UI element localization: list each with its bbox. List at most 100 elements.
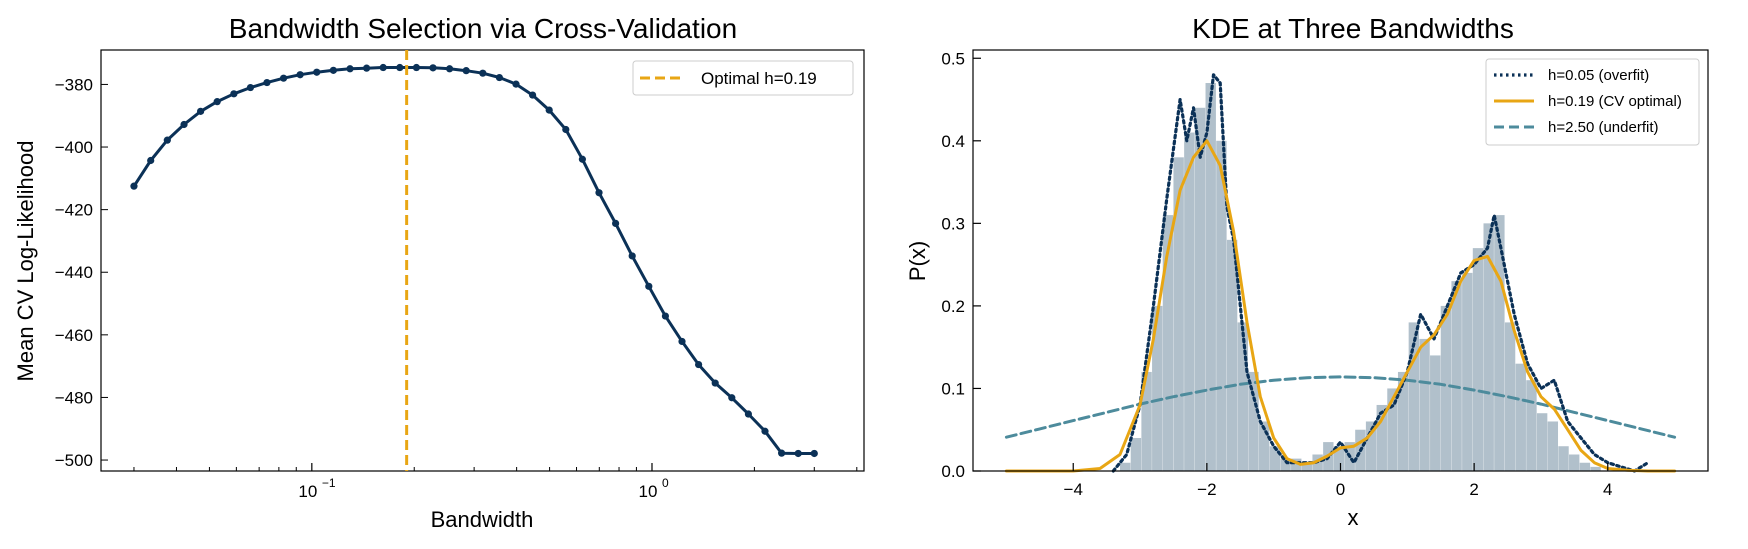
cv-point xyxy=(678,337,686,346)
kde-legend-box xyxy=(1485,58,1700,146)
cv-point xyxy=(761,427,769,435)
cv-point xyxy=(313,68,321,76)
kde-axis-ticks: −4 −2 0 2 4 0.0 0.1 0.2 0.3 0.4 0.5 xyxy=(941,49,1612,499)
cv-point xyxy=(578,155,586,163)
histogram-bar xyxy=(1301,462,1313,471)
histogram-bar xyxy=(1248,371,1259,471)
cv-y-tick-label: −500 xyxy=(55,451,93,470)
cv-point xyxy=(363,64,371,72)
histogram-bar xyxy=(1173,157,1184,471)
kde-x-tick-label: 2 xyxy=(1469,480,1478,499)
histogram-bar xyxy=(1194,107,1206,472)
cv-y-tick-label: −460 xyxy=(55,326,93,345)
cv-y-tick-label: −420 xyxy=(55,201,93,220)
histogram-bar xyxy=(1216,140,1227,471)
kde-y-tick-label: 0.4 xyxy=(941,132,965,151)
cv-series xyxy=(130,50,818,471)
kde-panel: KDE at Three Bandwidths −4 −2 0 2 4 0.0 0.1 0.2… xyxy=(905,13,1709,530)
cv-point xyxy=(778,449,786,457)
histogram-bar xyxy=(1333,446,1345,471)
cv-x-tick-exponent: −1 xyxy=(322,476,336,490)
cv-point xyxy=(130,182,138,190)
cv-point xyxy=(562,125,570,134)
cv-point xyxy=(695,360,703,369)
histogram-bar xyxy=(1419,338,1430,471)
histogram-bar xyxy=(1184,132,1195,472)
histogram-bar xyxy=(1280,458,1291,471)
cv-legend: Optimal h=0.19 xyxy=(632,60,854,96)
cv-panel: Bandwidth Selection via Cross-Validation… xyxy=(13,13,865,532)
kde-y-tick-label: 0.3 xyxy=(941,214,965,233)
cv-legend-label-optimal: Optimal h=0.19 xyxy=(701,69,817,88)
histogram-bar xyxy=(1472,248,1484,471)
kde-legend-label-underfit: h=2.50 (underfit) xyxy=(1548,119,1659,136)
histogram-bar xyxy=(1205,83,1216,472)
cv-y-tick-label: −400 xyxy=(55,138,93,157)
cv-point xyxy=(263,78,271,87)
histogram-bar xyxy=(1569,454,1580,471)
cv-x-axis-label: Bandwidth xyxy=(431,507,534,532)
cv-y-tick-label: −440 xyxy=(55,263,93,282)
cv-y-tick-label: −480 xyxy=(55,388,93,407)
histogram-bar xyxy=(1120,462,1131,471)
cv-point xyxy=(346,65,354,73)
cv-point xyxy=(495,73,504,82)
cv-legend-box xyxy=(632,60,854,96)
histogram-bar xyxy=(1462,272,1473,471)
kde-x-tick-label: 4 xyxy=(1603,480,1612,499)
cv-point xyxy=(147,156,155,165)
histogram-bar xyxy=(1590,466,1601,471)
histogram-bar xyxy=(1258,421,1270,471)
histogram-bar xyxy=(1579,462,1591,471)
histogram-bar xyxy=(1558,446,1569,471)
kde-y-tick-label: 0.2 xyxy=(941,297,965,316)
cv-point xyxy=(445,65,454,73)
cv-point xyxy=(213,98,221,106)
cv-chart-title: Bandwidth Selection via Cross-Validation xyxy=(229,13,737,44)
kde-x-tick-label: 0 xyxy=(1336,480,1345,499)
cv-point xyxy=(628,252,636,260)
cv-point xyxy=(661,312,670,320)
cv-x-tick-label: 10 xyxy=(298,482,317,501)
histogram-bar xyxy=(1376,404,1387,471)
cv-point xyxy=(512,80,520,88)
cv-point xyxy=(462,67,470,75)
cv-point xyxy=(379,63,387,72)
kde-y-tick-label: 0.5 xyxy=(941,49,965,68)
histogram-bar xyxy=(1237,322,1248,471)
kde-x-tick-label: −2 xyxy=(1197,480,1216,499)
histogram-bar xyxy=(1387,388,1398,471)
histogram-bar xyxy=(1365,421,1377,471)
histogram-bar xyxy=(1291,458,1302,471)
cv-x-tick-label: 10 xyxy=(639,482,658,501)
cv-point xyxy=(296,71,304,79)
cv-point xyxy=(728,394,736,402)
kde-legend: h=0.05 (overfit) h=0.19 (CV optimal) h=2… xyxy=(1485,58,1700,146)
cv-point xyxy=(794,449,802,458)
kde-chart-title: KDE at Three Bandwidths xyxy=(1192,13,1514,44)
histogram-bar xyxy=(1483,223,1494,471)
histogram-bar xyxy=(1451,281,1462,471)
cv-point xyxy=(329,66,337,74)
cv-point xyxy=(529,91,537,99)
kde-series xyxy=(1004,73,1677,473)
histogram-bar xyxy=(1226,239,1238,471)
cv-point xyxy=(429,64,437,72)
kde-y-tick-label: 0.1 xyxy=(941,379,965,398)
cv-point xyxy=(711,379,719,387)
cv-point xyxy=(180,120,188,129)
cv-point xyxy=(595,189,603,197)
kde-legend-label-overfit: h=0.05 (overfit) xyxy=(1548,67,1649,84)
histogram-bar xyxy=(1440,305,1452,471)
histogram-bar xyxy=(1141,371,1152,471)
histogram-bar xyxy=(1162,215,1174,471)
cv-point xyxy=(744,410,753,418)
cv-point xyxy=(396,63,404,72)
histogram-bar xyxy=(1130,437,1142,471)
cv-point xyxy=(197,107,205,115)
kde-x-axis-label: x xyxy=(1348,505,1359,530)
histogram-bar xyxy=(1494,215,1505,471)
cv-curve xyxy=(132,66,815,455)
histogram-bar xyxy=(1408,322,1420,471)
